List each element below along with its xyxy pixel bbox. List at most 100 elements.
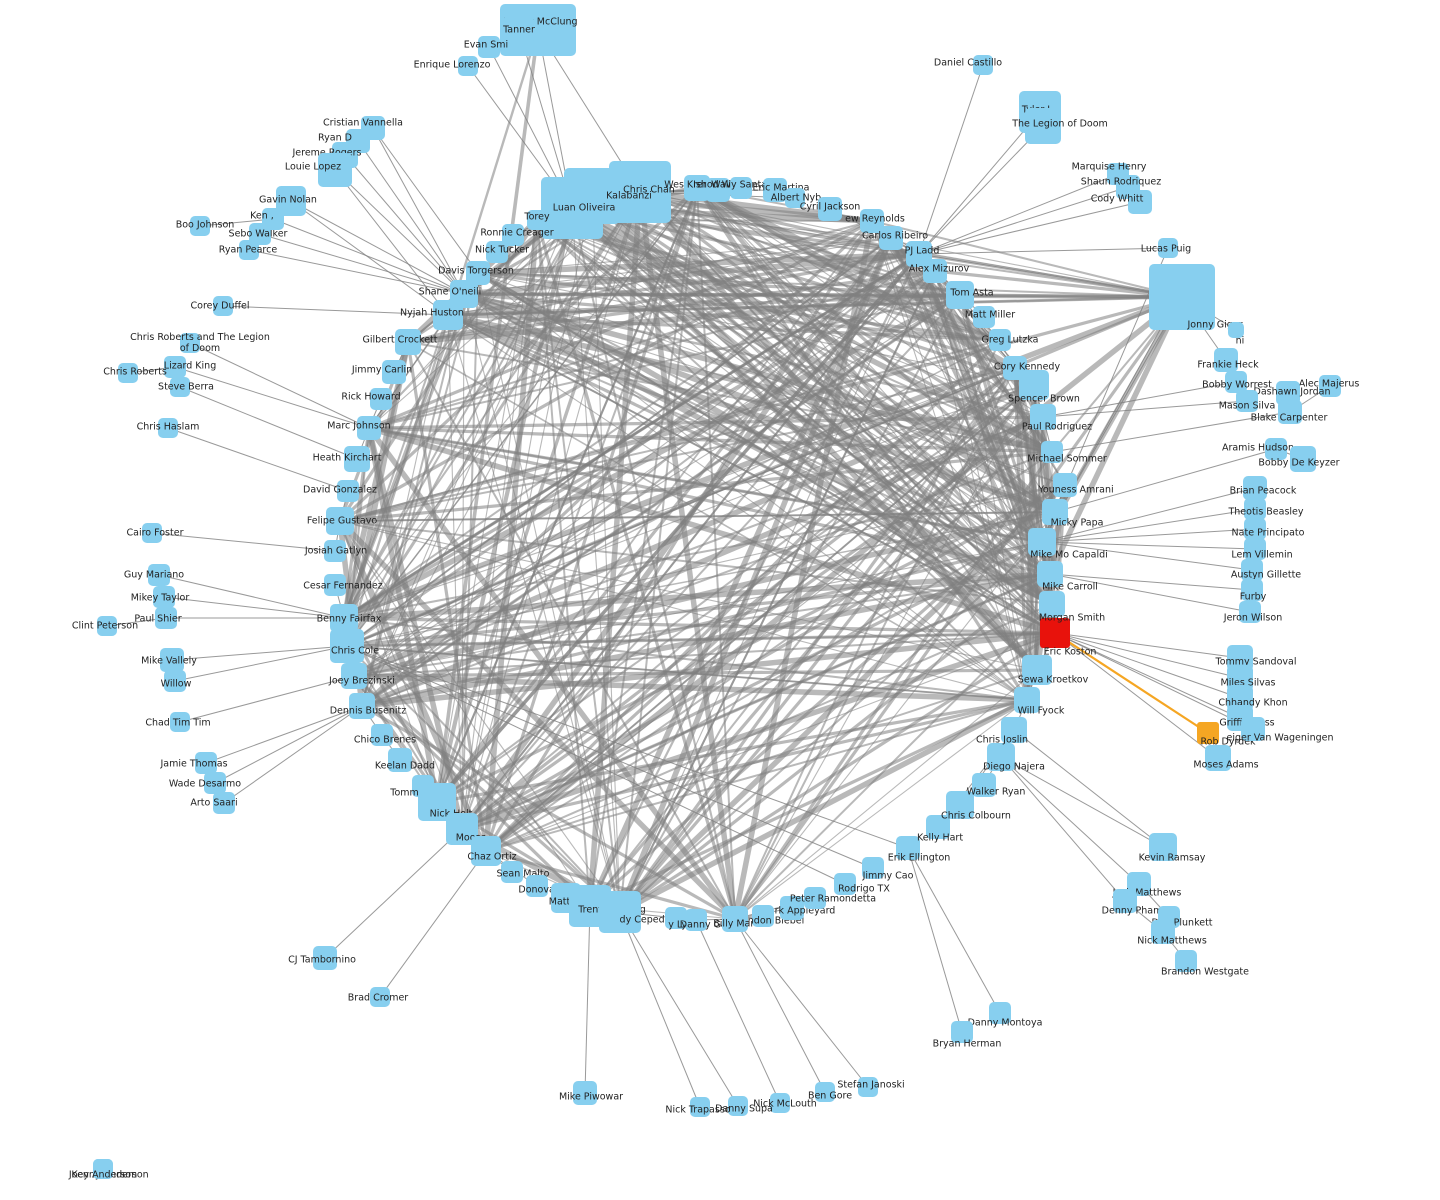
graph-node-stefan-janoski[interactable]: [858, 1077, 878, 1097]
graph-node-cody-whitt[interactable]: [1128, 190, 1152, 214]
graph-node-nick-tucker[interactable]: [486, 241, 508, 263]
graph-node-corey-duffel[interactable]: [213, 296, 233, 316]
graph-node-david-gonzalez[interactable]: [337, 480, 359, 502]
graph-node-billy-marks[interactable]: [722, 906, 748, 932]
graph-node-albert-nyberg[interactable]: [785, 188, 805, 208]
graph-node-rob-dyrdek[interactable]: [1197, 722, 1219, 744]
graph-node-furby[interactable]: [1241, 579, 1263, 601]
graph-node-nate-principato[interactable]: [1244, 518, 1266, 540]
graph-node-danny-montoya[interactable]: [989, 1002, 1011, 1024]
graph-node-brian-peacock[interactable]: [1243, 476, 1267, 500]
graph-node-mike-piwowar[interactable]: [573, 1081, 597, 1105]
graph-node-chris-roberts-legion[interactable]: [180, 333, 200, 353]
graph-node-blake-carpenter[interactable]: [1278, 400, 1302, 424]
graph-node-bobby-de-keyzer[interactable]: [1290, 446, 1316, 472]
graph-node-cody-cepeda[interactable]: [599, 891, 641, 933]
graph-node-eric-koston[interactable]: [1040, 618, 1070, 648]
graph-node-paul-shier[interactable]: [155, 607, 177, 629]
graph-node-dennis-busenitz[interactable]: [349, 693, 375, 719]
graph-node-mike-mo-capaldi[interactable]: [1028, 528, 1056, 556]
graph-node-waliy-santana[interactable]: [730, 177, 752, 199]
graph-node-chaz-ortiz[interactable]: [471, 836, 501, 866]
graph-node-brandon-westgate[interactable]: [1175, 950, 1197, 972]
graph-node-rodrigo-tx[interactable]: [834, 873, 856, 895]
graph-node-enrique-lorenzo[interactable]: [458, 56, 478, 76]
graph-node-amrani-r[interactable]: [1228, 322, 1244, 338]
graph-node-aramis-hudson[interactable]: [1265, 438, 1287, 460]
graph-node-frankie-heck[interactable]: [1214, 348, 1238, 372]
graph-node-chris-joslin[interactable]: [1001, 717, 1027, 743]
graph-node-cj-tambornino[interactable]: [313, 946, 337, 970]
graph-node-jeron-wilson[interactable]: [1239, 601, 1261, 623]
graph-node-mike-vallely[interactable]: [160, 648, 184, 672]
graph-node-tanner[interactable]: [504, 15, 534, 45]
graph-node-mason-silva[interactable]: [1236, 390, 1258, 412]
graph-node-chris-colbourn[interactable]: [946, 791, 974, 819]
graph-node-brad-cromer[interactable]: [370, 987, 390, 1007]
graph-node-daniel-castillo[interactable]: [973, 55, 993, 75]
graph-node-joey-anderson[interactable]: [93, 1159, 113, 1179]
graph-node-matt-miller[interactable]: [973, 306, 995, 328]
graph-node-morgan-smith[interactable]: [1039, 591, 1065, 617]
graph-node-nick-trapasso[interactable]: [690, 1097, 710, 1117]
graph-node-will-fyock[interactable]: [1014, 687, 1040, 713]
graph-node-mark-appleyard[interactable]: [780, 896, 804, 920]
graph-node-erik-ellington[interactable]: [896, 836, 920, 860]
graph-node-mikey-taylor[interactable]: [153, 586, 175, 608]
graph-node-chris-cole[interactable]: [330, 629, 364, 663]
graph-node-bryan-herman[interactable]: [951, 1021, 973, 1043]
graph-node-alec-majerus[interactable]: [1319, 375, 1341, 397]
graph-node-legion-of-doom[interactable]: [1025, 108, 1061, 144]
graph-node-donovan-st[interactable]: [526, 875, 548, 897]
graph-node-ryan-pearce[interactable]: [239, 240, 259, 260]
graph-node-nick-mclouth[interactable]: [770, 1093, 790, 1113]
graph-node-jamie-thomas[interactable]: [195, 752, 217, 774]
graph-node-kelly-hart[interactable]: [926, 815, 950, 839]
graph-node-gilbert-crockett[interactable]: [395, 329, 421, 355]
graph-node-chris-haslam[interactable]: [158, 418, 178, 438]
graph-node-jonny-giger[interactable]: [1149, 264, 1215, 330]
graph-node-wade-desarmo[interactable]: [204, 772, 226, 794]
graph-node-evan-smith[interactable]: [478, 36, 500, 58]
graph-node-louie-lopez[interactable]: [318, 153, 352, 187]
graph-node-paul-rodriguez[interactable]: [1030, 404, 1056, 430]
graph-node-austyn-gillette[interactable]: [1241, 559, 1263, 581]
graph-node-mike-carroll[interactable]: [1037, 561, 1063, 587]
graph-node-boo-johnson[interactable]: [190, 216, 210, 236]
graph-node-micky-papa[interactable]: [1042, 499, 1068, 525]
graph-node-chad-tim-tim[interactable]: [170, 712, 190, 732]
graph-node-chico-brenes[interactable]: [371, 724, 393, 746]
graph-node-chris-roberts[interactable]: [118, 363, 138, 383]
graph-node-alex-mizurov[interactable]: [923, 259, 947, 283]
graph-node-ronnie-creager[interactable]: [502, 224, 524, 246]
graph-node-theotis-beasley[interactable]: [1244, 498, 1266, 520]
graph-node-arto-saari[interactable]: [213, 792, 235, 814]
graph-node-heath-kirchart[interactable]: [344, 446, 370, 472]
graph-node-josiah-gatlyn[interactable]: [324, 540, 346, 562]
graph-node-tom-asta[interactable]: [946, 281, 974, 309]
graph-node-guy-mariano[interactable]: [148, 564, 170, 586]
graph-node-bobby-worrest[interactable]: [1225, 371, 1247, 393]
graph-node-kevin-ramsay[interactable]: [1149, 833, 1177, 861]
graph-node-luan-oliveira[interactable]: [541, 177, 603, 239]
graph-node-gavin-nolan[interactable]: [276, 186, 306, 216]
graph-node-danny-supa[interactable]: [728, 1096, 748, 1116]
graph-node-diego-najera[interactable]: [987, 743, 1015, 771]
graph-node-youness-amrani[interactable]: [1053, 473, 1077, 497]
graph-node-marc-johnson[interactable]: [357, 416, 381, 440]
graph-node-willow[interactable]: [164, 670, 186, 692]
graph-node-michael-sommer[interactable]: [1041, 441, 1063, 463]
graph-node-lizard-king[interactable]: [164, 356, 186, 378]
graph-node-ishod-wair[interactable]: [706, 178, 730, 202]
graph-node-cyril-jackson[interactable]: [818, 197, 842, 221]
graph-node-brandon-biebel[interactable]: [752, 905, 774, 927]
graph-node-spencer-brown[interactable]: [1019, 370, 1049, 400]
graph-node-ben-gore[interactable]: [815, 1082, 835, 1102]
graph-node-sean-malto[interactable]: [501, 861, 523, 883]
graph-node-steve-berra[interactable]: [170, 377, 190, 397]
graph-node-nyjah-huston[interactable]: [433, 300, 463, 330]
graph-node-cesar-fernandez[interactable]: [324, 574, 346, 596]
graph-node-jimmy-cao[interactable]: [862, 857, 884, 879]
graph-node-greg-lutzka[interactable]: [989, 329, 1011, 351]
